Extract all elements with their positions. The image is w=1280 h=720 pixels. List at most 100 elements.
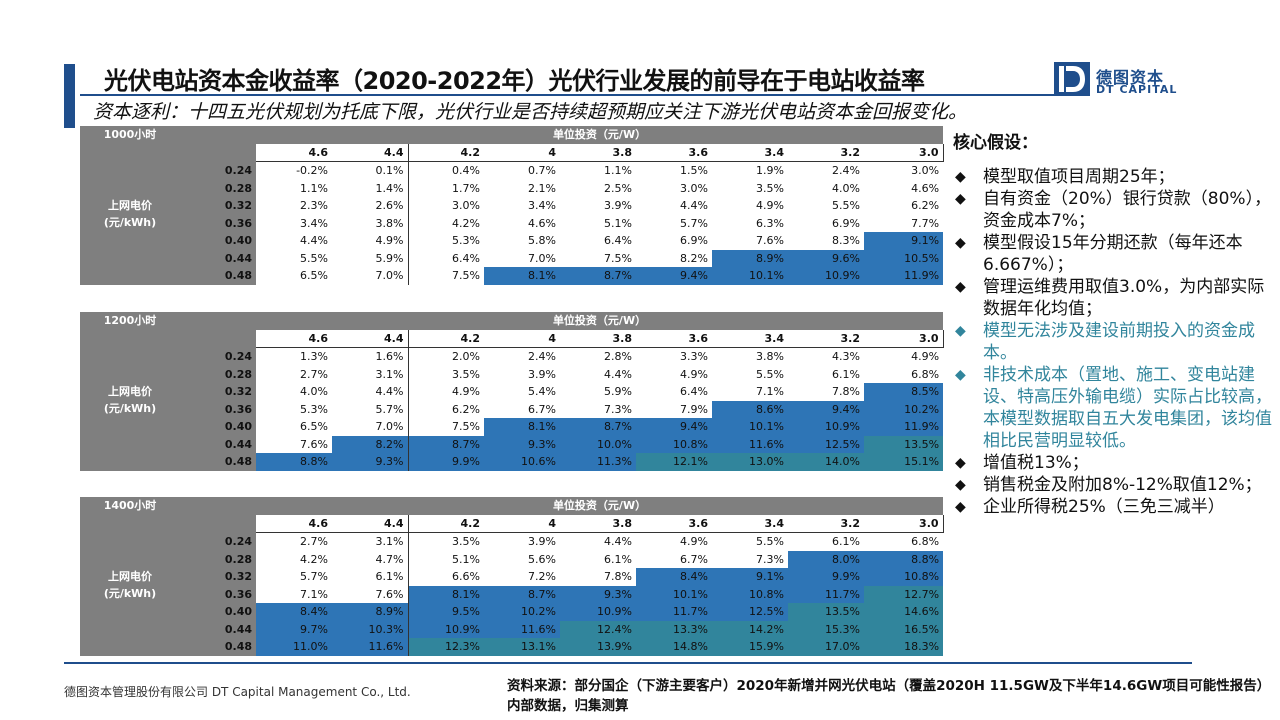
return-cell: 9.4%: [636, 418, 712, 436]
investment-header: 4.6: [256, 143, 332, 162]
price-cell: 0.36: [180, 214, 256, 232]
return-cell: 6.1%: [832, 367, 860, 381]
return-cell: 6.2%: [911, 199, 940, 213]
return-cell: 2.6%: [375, 199, 404, 213]
investment-header: 4.2: [407, 143, 484, 162]
return-cell: 8.6%: [712, 400, 788, 418]
investment-header: 4: [484, 514, 560, 533]
return-cell: 2.3%: [300, 199, 328, 213]
hours-label: 1400小时: [80, 497, 180, 515]
return-cell: 8.0%: [788, 550, 864, 568]
return-table-3: 1400小时 单位投资（元/W） 上网电价 (元/kWh) 4.6 4.4 4.2 4 3.8 3…: [80, 497, 944, 656]
assumption-item: ◆ 模型取值项目周期25年；: [953, 166, 1275, 188]
return-cell: 5.8%: [528, 234, 556, 248]
investment-header: 3.6: [636, 514, 712, 533]
price-label-line2: (元/kWh): [103, 216, 157, 229]
return-cell: 2.8%: [604, 350, 632, 364]
table-row: 0.32 2.3% 2.6% 3.0% 3.4% 3.9% 4.4% 4.9% 5.5% 6.2%: [80, 197, 943, 215]
return-cell: -0.2%: [296, 164, 328, 178]
price-cell: 0.48: [180, 267, 256, 285]
header-spacer: [180, 497, 256, 515]
investment-header: 4.2: [407, 329, 484, 348]
return-cell: 4.9%: [407, 383, 484, 401]
bullet-diamond-icon: ◆: [955, 191, 966, 207]
price-cell: 0.36: [180, 400, 256, 418]
table-row: 0.44 7.6% 8.2% 8.7% 9.3% 10.0% 10.8% 11.6% 12.5%…: [80, 435, 944, 453]
return-cell: 4.6%: [528, 216, 556, 230]
return-cell: 1.7%: [407, 179, 484, 197]
assumption-item: ◆ 管理运维费用取值3.0%，为内部实际数据年化均值；: [953, 276, 1275, 320]
company-logo: 德图资本 DT CAPITAL: [1054, 62, 1194, 98]
return-cell: 8.7%: [560, 267, 636, 285]
return-cell: 3.9%: [528, 535, 556, 549]
return-cell: 10.0%: [560, 435, 636, 453]
return-cell: 5.3%: [300, 402, 328, 416]
return-cell: 5.5%: [756, 535, 784, 549]
price-label-line2: (元/kWh): [103, 402, 157, 415]
return-cell: 3.8%: [756, 350, 784, 364]
return-cell: 5.7%: [375, 402, 404, 416]
return-cell: 8.9%: [332, 603, 408, 621]
hours-label: 1200小时: [80, 312, 180, 330]
footer-divider: [64, 662, 1192, 664]
return-cell: 3.8%: [375, 216, 404, 230]
bullet-diamond-icon: ◆: [955, 455, 966, 471]
investment-header: 4.4: [332, 514, 408, 533]
return-cell: 8.9%: [712, 249, 788, 267]
return-cell: 1.9%: [756, 164, 784, 178]
return-cell: 6.7%: [528, 402, 556, 416]
return-cell: 1.4%: [375, 181, 404, 195]
assumption-item: ◆ 增值税13%；: [953, 452, 1275, 474]
return-cell: 5.9%: [375, 251, 404, 265]
footer-source: 资料来源：部分国企（下游主要客户）2020年新增并网光伏电站（覆盖2020H 1…: [507, 678, 1271, 714]
return-cell: 4.0%: [832, 181, 860, 195]
price-cell: 0.48: [180, 453, 256, 471]
price-cell: 0.24: [180, 347, 256, 366]
investment-header: 3.8: [560, 143, 636, 162]
return-cell: 9.1%: [712, 568, 788, 586]
assumption-text: 企业所得税25%（三免三减半）: [983, 497, 1225, 517]
investment-header: 3.2: [788, 514, 864, 533]
return-cell: 9.1%: [864, 232, 944, 250]
return-cell: 3.1%: [375, 367, 404, 381]
table-row: 0.48 11.0% 11.6% 12.3% 13.1% 13.9% 14.8% 15.9% 1…: [80, 638, 944, 656]
return-cell: 10.6%: [484, 453, 560, 471]
price-cell: 0.32: [180, 568, 256, 586]
return-cell: 2.4%: [528, 350, 556, 364]
price-label-line1: 上网电价: [108, 385, 152, 398]
return-cell: 10.8%: [864, 568, 944, 586]
return-cell: 7.3%: [604, 402, 632, 416]
return-cell: 9.4%: [636, 267, 712, 285]
return-cell: 1.3%: [300, 350, 328, 364]
return-cell: 18.3%: [864, 638, 944, 656]
investment-header: 3.4: [712, 143, 788, 162]
bullet-diamond-icon: ◆: [955, 279, 966, 295]
investment-header: 3.0: [864, 329, 944, 348]
table-row: 0.32 5.7% 6.1% 6.6% 7.2% 7.8% 8.4% 9.1% 9.9% 10.8…: [80, 568, 944, 586]
return-cell: 11.9%: [864, 267, 944, 285]
return-cell: 10.2%: [484, 603, 560, 621]
return-cell: 9.5%: [407, 603, 484, 621]
return-cell: 6.8%: [911, 535, 940, 549]
return-cell: 8.7%: [484, 585, 560, 603]
price-axis-label: 上网电价 (元/kWh): [80, 329, 180, 471]
investment-header: 3.6: [636, 329, 712, 348]
price-cell: 0.24: [180, 161, 256, 180]
return-cell: 12.5%: [788, 435, 864, 453]
return-cell: 9.7%: [256, 620, 332, 638]
bullet-diamond-icon: ◆: [955, 169, 966, 185]
assumption-text: 模型无法涉及建设前期投入的资金成本。: [983, 321, 1255, 363]
investment-label: 单位投资（元/W）: [256, 497, 944, 515]
return-cell: 13.5%: [788, 603, 864, 621]
return-cell: 5.4%: [528, 385, 556, 399]
return-cell: 4.4%: [375, 385, 404, 399]
return-cell: 12.7%: [864, 585, 944, 603]
table-row: 0.24 1.3% 1.6% 2.0% 2.4% 2.8% 3.3% 3.8% 4.3% 4.9%: [80, 347, 943, 366]
return-cell: 14.8%: [636, 638, 712, 656]
assumption-item: ◆ 模型无法涉及建设前期投入的资金成本。: [953, 320, 1275, 364]
assumptions-panel: 核心假设： ◆ 模型取值项目周期25年； ◆ 自有资金（20%）银行贷款（80%），资…: [953, 132, 1275, 518]
return-cell: 10.1%: [636, 585, 712, 603]
table-row: 0.24 -0.2% 0.1% 0.4% 0.7% 1.1% 1.5% 1.9% 2.4% 3.0…: [80, 161, 943, 180]
return-cell: 6.1%: [832, 535, 860, 549]
table-row: 0.40 4.4% 4.9% 5.3% 5.8% 6.4% 6.9% 7.6% 8.3% 9.1%: [80, 232, 944, 250]
